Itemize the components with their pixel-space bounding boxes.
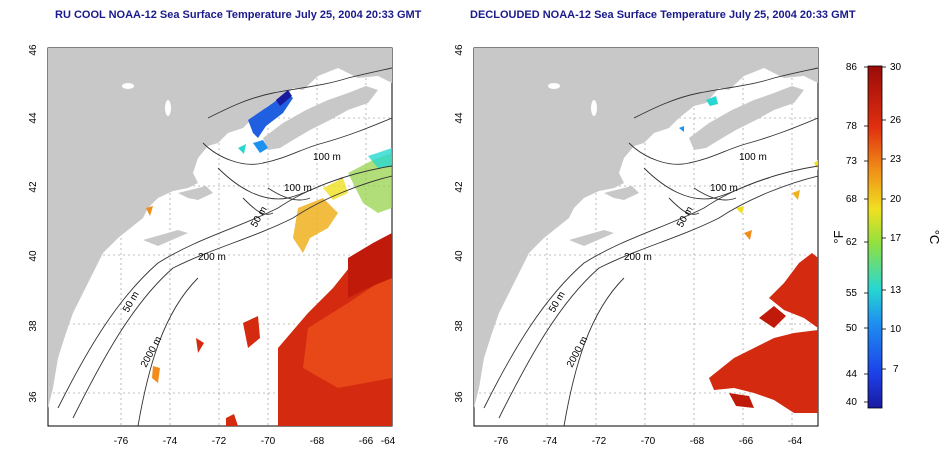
x-tick-label: -64 xyxy=(381,436,396,447)
fahrenheit-label: °F xyxy=(831,230,846,243)
celsius-label: °C xyxy=(927,230,942,245)
x-tick-label: -74 xyxy=(163,436,178,447)
x-tick-label: -76 xyxy=(114,436,129,447)
y-tick-label: 44 xyxy=(454,112,465,124)
contour-label: 200 m xyxy=(624,252,652,263)
f-tick: 86 xyxy=(846,62,858,73)
f-tick: 73 xyxy=(846,156,858,167)
colorbar-tick-marks xyxy=(864,66,886,403)
bathymetry-contours-right xyxy=(483,67,818,426)
y-tick-label: 38 xyxy=(28,320,39,332)
f-tick: 55 xyxy=(846,288,858,299)
f-tick: 78 xyxy=(846,121,858,132)
map-title-left: RU COOL NOAA-12 Sea Surface Temperature … xyxy=(55,9,422,21)
y-tick-label: 40 xyxy=(28,250,39,262)
sst-cool-patches-right xyxy=(679,96,818,214)
x-tick-label: -66 xyxy=(359,436,374,447)
x-tick-label: -76 xyxy=(494,436,509,447)
x-tick-label: -74 xyxy=(543,436,558,447)
f-tick: 62 xyxy=(846,237,858,248)
x-tick-label: -70 xyxy=(261,436,276,447)
c-tick: 17 xyxy=(890,233,902,244)
map-panel-right: 100 m 100 m 50 m 200 m 50 m 2000 m -76 -… xyxy=(454,44,819,447)
contour-label: 200 m xyxy=(198,252,226,263)
y-tick-label: 46 xyxy=(28,44,39,56)
contour-label: 100 m xyxy=(710,183,738,194)
x-tick-label: -64 xyxy=(788,436,803,447)
c-tick: 10 xyxy=(890,324,902,335)
y-tick-label: 38 xyxy=(454,320,465,332)
contour-label: 100 m xyxy=(313,152,341,163)
x-axis-right: -76 -74 -72 -70 -68 -66 -64 xyxy=(494,436,803,447)
c-tick: 7 xyxy=(893,364,899,375)
x-tick-label: -68 xyxy=(690,436,705,447)
y-tick-label: 46 xyxy=(454,44,465,56)
y-tick-label: 36 xyxy=(28,391,39,403)
y-tick-label: 44 xyxy=(28,112,39,124)
y-tick-label: 36 xyxy=(454,391,465,403)
x-tick-label: -72 xyxy=(592,436,607,447)
map-title-right: DECLOUDED NOAA-12 Sea Surface Temperatur… xyxy=(470,9,856,21)
x-tick-label: -68 xyxy=(310,436,325,447)
sst-warm-patches-right xyxy=(709,190,818,413)
x-tick-label: -72 xyxy=(212,436,227,447)
celsius-ticks: 30 26 23 20 17 13 10 7 xyxy=(890,62,902,375)
x-tick-label: -70 xyxy=(641,436,656,447)
sst-cool-patches-left xyxy=(238,90,293,154)
c-tick: 26 xyxy=(890,115,902,126)
f-tick: 40 xyxy=(846,397,858,408)
c-tick: 23 xyxy=(890,154,902,165)
x-axis-left: -76 -74 -72 -70 -68 -66 -64 xyxy=(114,436,396,447)
y-tick-label: 42 xyxy=(454,181,465,193)
y-axis-left: 36 38 40 42 44 46 xyxy=(28,44,39,403)
colorbar: 86 78 73 68 62 55 50 44 40 30 26 23 20 xyxy=(831,62,942,409)
contour-label: 100 m xyxy=(284,183,312,194)
f-tick: 68 xyxy=(846,194,858,205)
f-tick: 44 xyxy=(846,369,858,380)
contour-label: 100 m xyxy=(739,152,767,163)
y-tick-label: 40 xyxy=(454,250,465,262)
y-axis-right: 36 38 40 42 44 46 xyxy=(454,44,465,403)
bathymetry-contours-left xyxy=(57,67,392,426)
sst-warm-patches-left xyxy=(152,233,392,426)
colorbar-gradient xyxy=(867,65,883,409)
c-tick: 30 xyxy=(890,62,902,73)
y-tick-label: 42 xyxy=(28,181,39,193)
map-panel-left: 100 m 100 m 50 m 200 m 50 m 2000 m -76 -… xyxy=(28,44,396,447)
x-tick-label: -66 xyxy=(739,436,754,447)
c-tick: 20 xyxy=(890,194,902,205)
c-tick: 13 xyxy=(890,285,902,296)
f-tick: 50 xyxy=(846,323,858,334)
fahrenheit-ticks: 86 78 73 68 62 55 50 44 40 xyxy=(846,62,858,408)
